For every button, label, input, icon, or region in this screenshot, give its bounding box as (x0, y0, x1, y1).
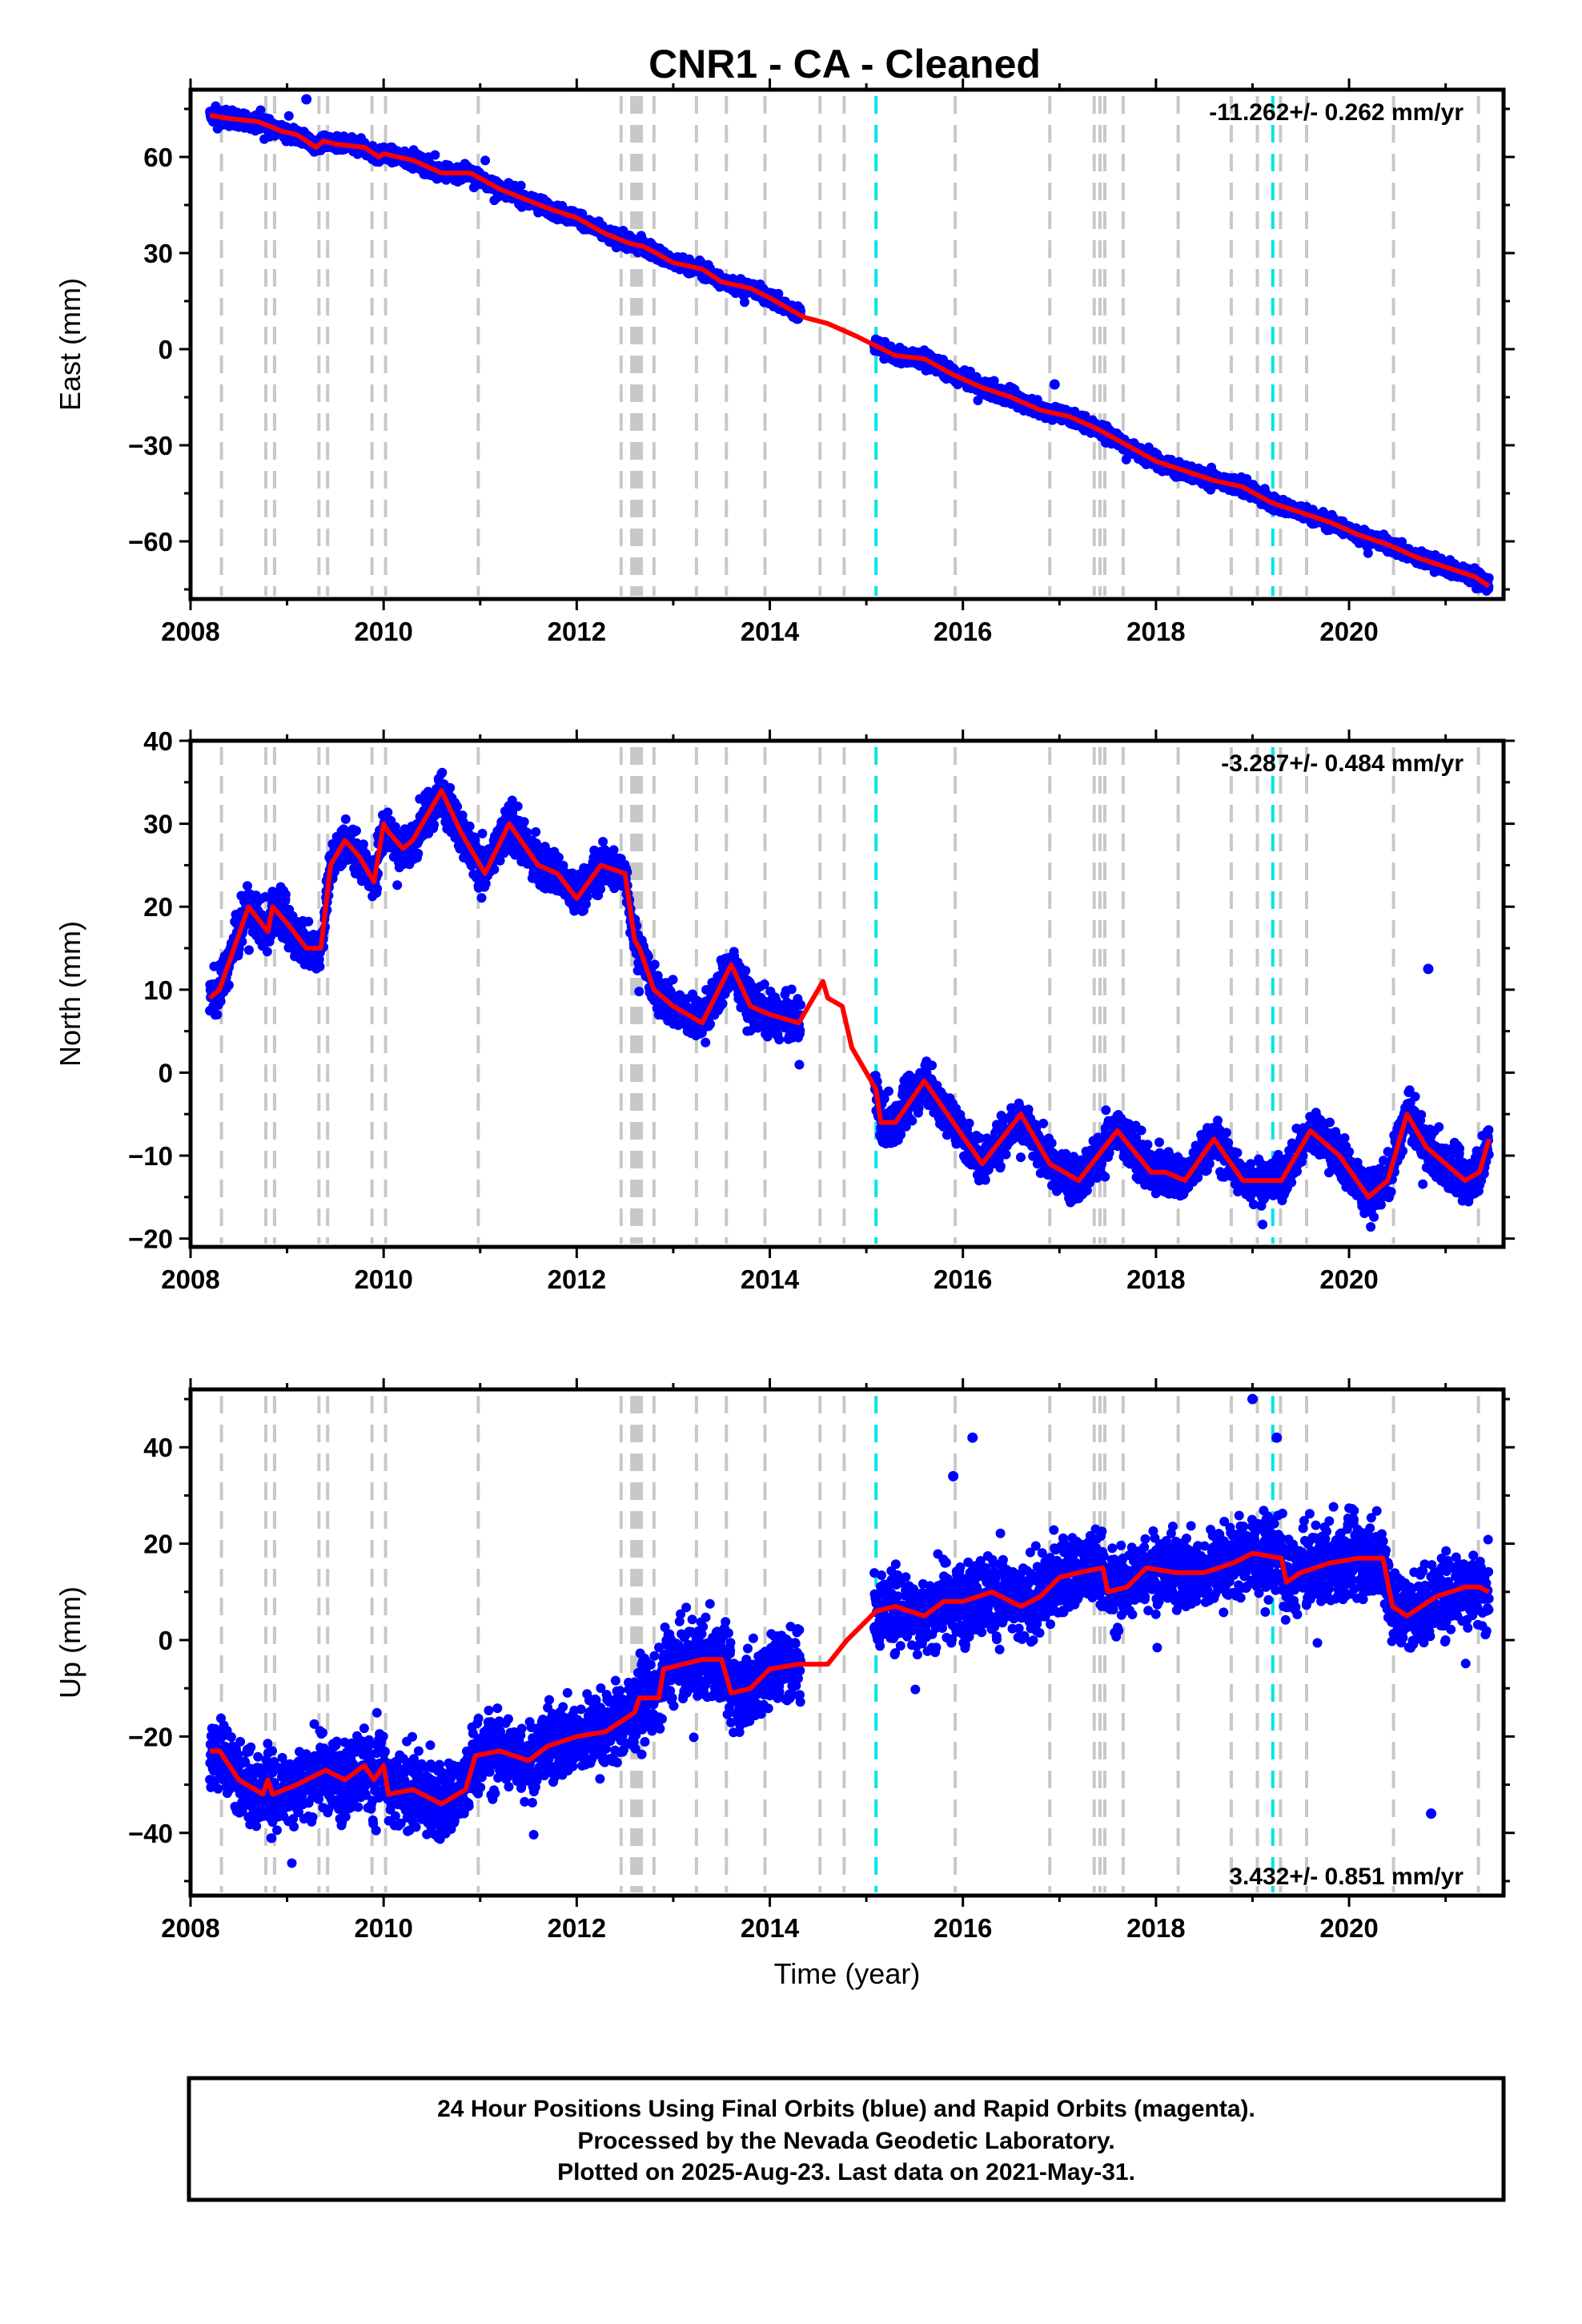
data-point (1397, 537, 1407, 547)
data-point (1484, 573, 1494, 583)
data-point (280, 890, 291, 899)
y-axis-label: East (mm) (54, 278, 86, 411)
daily-positions (205, 767, 1494, 1232)
data-point (262, 947, 272, 957)
x-tick-label: 2016 (934, 617, 992, 646)
data-point (430, 150, 440, 160)
panel-north: 2008 2010 2012 2014 2016 2018 2020−20−10010203… (54, 726, 1515, 1294)
x-tick-label: 2008 (161, 617, 219, 646)
data-point (989, 376, 999, 386)
x-tick-label: 2014 (741, 617, 800, 646)
x-tick-label: 2020 (1319, 617, 1378, 646)
data-point (283, 111, 294, 121)
panel-east: 2008 2010 2012 2014 2016 2018 2020 −60 −30 0 30 60 E… (54, 78, 1515, 646)
data-point (237, 936, 247, 947)
data-point (1363, 548, 1373, 558)
x-tick-label: 2010 (354, 617, 412, 646)
y-tick-label: 60 (143, 143, 173, 172)
x-tick-label: 2012 (548, 617, 606, 646)
model-line (209, 113, 1491, 589)
outlier-point (1049, 379, 1060, 390)
y-tick-label: −60 (128, 527, 173, 557)
data-point (516, 180, 526, 191)
data-point (223, 980, 234, 991)
data-point (215, 996, 226, 1007)
daily-positions (205, 94, 1494, 596)
y-tick-label: 30 (143, 239, 173, 268)
plot-frame (188, 87, 1506, 601)
data-point (773, 288, 784, 299)
x-tick-label: 2018 (1126, 617, 1185, 646)
chart-title: CNR1 - CA - Cleaned (648, 42, 1041, 86)
data-point (244, 945, 254, 955)
outlier-point (301, 94, 312, 105)
data-point (740, 297, 749, 308)
data-point (255, 105, 266, 115)
y-tick-label: −30 (128, 431, 173, 460)
data-point (480, 155, 491, 166)
y-tick-label: 0 (159, 335, 173, 364)
velocity-label: -11.262+/- 0.262 mm/yr (1209, 99, 1464, 126)
data-point (243, 881, 252, 891)
data-point (212, 1010, 223, 1019)
